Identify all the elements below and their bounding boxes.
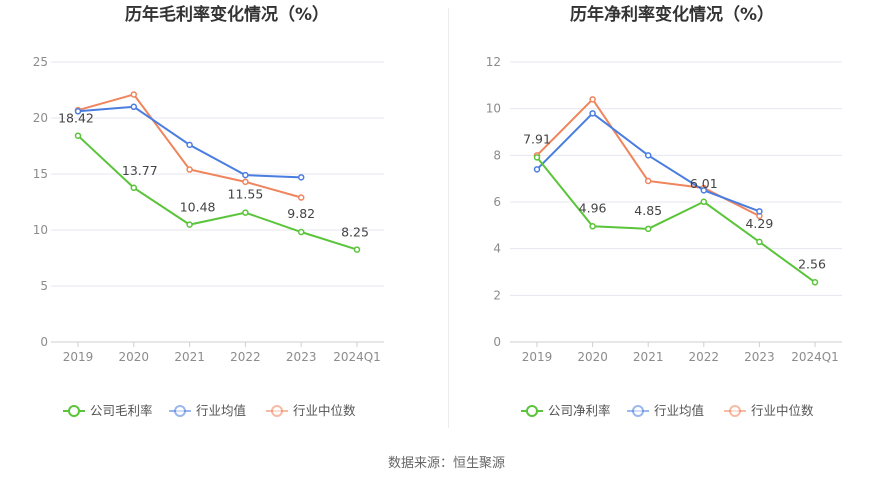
data-label: 4.96 [579, 200, 607, 215]
data-point [811, 279, 819, 286]
data-point [297, 174, 305, 181]
data-label: 8.25 [341, 225, 369, 240]
x-tick-label: 2021 [633, 350, 664, 364]
legend-marker [174, 405, 186, 417]
data-point [756, 208, 763, 215]
data-label: 7.91 [523, 131, 551, 146]
data-point [353, 246, 361, 253]
data-point [242, 171, 249, 179]
data-point [186, 221, 193, 228]
x-tick-label: 2024Q1 [333, 350, 381, 364]
x-tick-label: 2021 [174, 350, 205, 364]
x-tick-label: 2024Q1 [791, 350, 839, 364]
legend-label: 行业中位数 [293, 403, 356, 418]
data-point [644, 152, 652, 159]
data-point [700, 198, 708, 206]
x-tick-label: 2020 [577, 350, 608, 364]
data-label: 13.77 [122, 163, 158, 178]
data-label: 11.55 [228, 187, 264, 202]
legend-item: 行业均值 [627, 403, 704, 418]
y-tick-label: 4 [493, 242, 501, 256]
x-tick-label: 2022 [230, 350, 261, 364]
data-point [533, 166, 541, 173]
y-tick-label: 0 [493, 335, 501, 349]
data-label: 4.85 [634, 203, 662, 218]
x-tick-label: 2023 [286, 350, 317, 364]
data-point [700, 187, 708, 194]
x-tick-label: 2022 [689, 350, 720, 364]
data-point [130, 184, 138, 192]
y-tick-label: 0 [40, 335, 48, 349]
series-line [536, 112, 760, 213]
y-tick-label: 6 [493, 195, 501, 209]
legend-item: 行业均值 [169, 403, 246, 418]
data-point [186, 141, 193, 149]
x-tick-label: 2020 [119, 350, 150, 364]
y-tick-label: 5 [40, 279, 48, 293]
data-point [589, 223, 596, 230]
data-point [297, 228, 305, 236]
x-tick-label: 2019 [63, 350, 94, 364]
data-point [644, 177, 652, 185]
y-tick-label: 10 [33, 223, 48, 237]
y-tick-label: 12 [486, 55, 501, 69]
data-point [186, 166, 193, 173]
data-point [533, 154, 541, 161]
y-tick-label: 25 [33, 55, 48, 69]
data-label: 4.29 [745, 216, 773, 231]
y-tick-label: 10 [486, 102, 501, 116]
legend-label: 公司净利率 [548, 403, 611, 418]
data-point [130, 91, 138, 98]
data-label: 18.42 [58, 111, 94, 126]
gross-margin-chart: 历年毛利率变化情况（%） 0 5 10 15 20 25 2019 2020 2021 2022 20… [33, 4, 384, 418]
data-point [130, 103, 138, 111]
legend-marker [526, 405, 538, 417]
data-point [74, 108, 82, 115]
data-point [297, 194, 305, 201]
x-tick-label: 2019 [522, 350, 553, 364]
legend-marker [729, 405, 741, 417]
legend-label: 行业均值 [196, 403, 246, 418]
data-point [589, 110, 596, 117]
y-tick-label: 2 [493, 288, 501, 302]
legend-label: 行业均值 [654, 403, 704, 418]
data-point [242, 209, 249, 216]
legend-item: 公司毛利率 [63, 403, 153, 418]
series-line [536, 156, 816, 284]
x-tick-label: 2023 [744, 350, 775, 364]
legend-item: 行业中位数 [724, 403, 814, 418]
legend-marker [271, 405, 283, 417]
data-label: 9.82 [287, 206, 315, 221]
data-label: 2.56 [798, 256, 826, 271]
series-line [77, 134, 358, 251]
data-point [589, 96, 596, 103]
data-source-note: 数据来源：恒生聚源 [387, 456, 505, 471]
data-point [756, 238, 763, 246]
legend-label: 公司毛利率 [90, 403, 153, 418]
chart-divider [448, 8, 449, 428]
net-margin-chart: 历年净利率变化情况（%） 0 2 4 6 8 10 12 2019 2020 2021 2022 202… [486, 4, 842, 418]
chart-title: 历年毛利率变化情况（%） [125, 4, 329, 25]
chart-title: 历年净利率变化情况（%） [570, 4, 774, 25]
legend-item: 公司净利率 [521, 403, 611, 418]
legend-marker [632, 405, 644, 417]
y-tick-label: 15 [33, 167, 48, 181]
data-point [242, 178, 249, 186]
legend-item: 行业中位数 [266, 403, 356, 418]
legend-label: 行业中位数 [751, 403, 814, 418]
data-label: 6.01 [690, 176, 718, 191]
legend-marker [68, 405, 80, 417]
y-tick-label: 8 [493, 148, 501, 162]
data-label: 10.48 [180, 200, 216, 215]
data-point [74, 132, 82, 139]
data-point [644, 225, 652, 233]
y-tick-label: 20 [33, 111, 48, 125]
